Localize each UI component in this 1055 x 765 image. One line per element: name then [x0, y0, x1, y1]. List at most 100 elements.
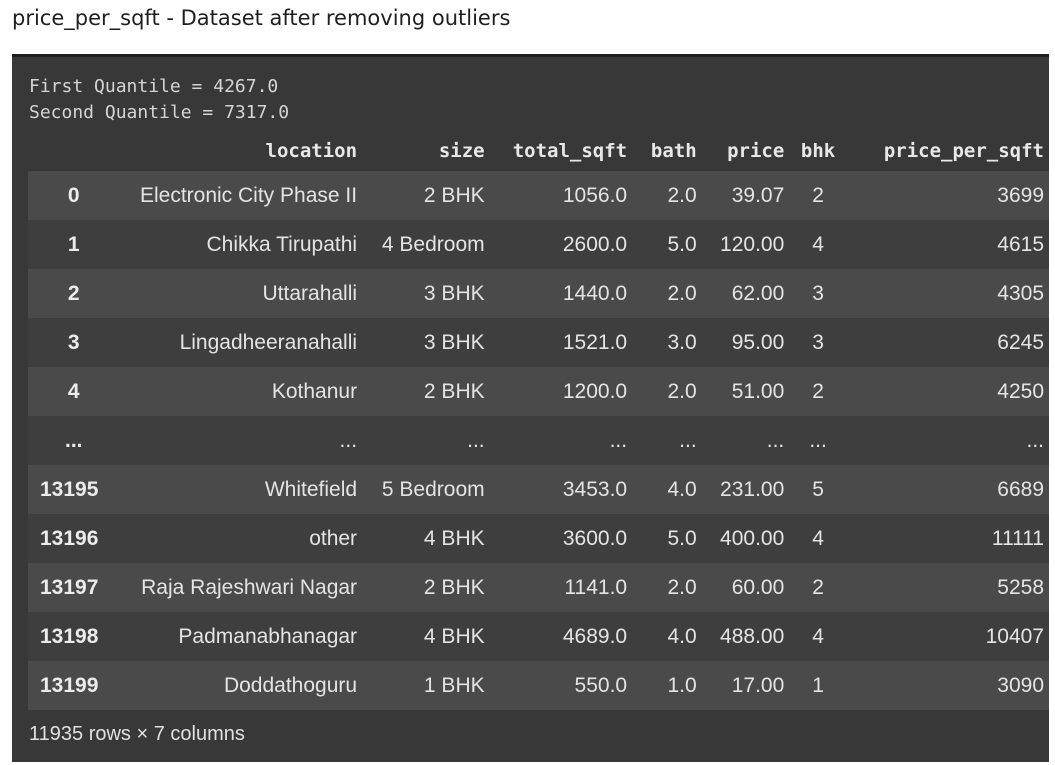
cell-price: 60.00: [731, 575, 785, 599]
cell-price-per-sqft: 4615: [997, 232, 1044, 256]
cell-size: 2 BHK: [423, 379, 485, 403]
cell-location: Padmanabhanagar: [178, 624, 358, 648]
header-location: location: [265, 139, 358, 162]
cell-bhk: 4: [812, 232, 824, 256]
cell-total-sqft: 2600.0: [562, 232, 628, 256]
header-row: location size total_sqft bath price bhk …: [28, 130, 1049, 171]
cell-bath: 1.0: [667, 673, 697, 697]
cell-price: 120.00: [720, 232, 785, 256]
header-size: size: [438, 139, 485, 162]
row-index: 13196: [40, 526, 99, 550]
table-row: 4 Kothanur 2 BHK 1200.0 2.0 51.00 2 4250: [28, 367, 1049, 416]
cell-bath: ...: [679, 428, 697, 452]
cell-size: 4 BHK: [423, 526, 485, 550]
cell-bhk: 3: [812, 281, 824, 305]
cell-bath: 2.0: [667, 281, 697, 305]
stdout-text: First Quantile = 4267.0 Second Quantile …: [29, 74, 289, 126]
cell-size: 3 BHK: [423, 330, 485, 354]
dataframe-table: location size total_sqft bath price bhk …: [28, 130, 1049, 710]
cell-bath: 2.0: [667, 575, 697, 599]
cell-price-per-sqft: 11111: [991, 526, 1044, 550]
cell-price-per-sqft: 4250: [997, 379, 1044, 403]
cell-size: 4 Bedroom: [381, 232, 485, 256]
row-index: 3: [67, 330, 80, 354]
cell-price-per-sqft: 5258: [997, 575, 1044, 599]
cell-location: Lingadheeranahalli: [179, 330, 358, 354]
cell-size: ...: [467, 428, 485, 452]
row-index: 1: [67, 232, 80, 256]
row-index: 4: [67, 379, 80, 403]
cell-price-per-sqft: 3699: [997, 183, 1044, 207]
header-total-sqft: total_sqft: [512, 139, 628, 162]
cell-size: 5 Bedroom: [381, 477, 485, 501]
cell-price: 39.07: [731, 183, 785, 207]
cell-location: ...: [339, 428, 358, 452]
cell-location: Electronic City Phase II: [139, 183, 358, 207]
cell-size: 2 BHK: [423, 183, 485, 207]
cell-bath: 5.0: [667, 232, 697, 256]
cell-price: 95.00: [731, 330, 785, 354]
page-title: price_per_sqft - Dataset after removing …: [12, 6, 511, 30]
cell-price: 400.00: [720, 526, 785, 550]
cell-output-panel: First Quantile = 4267.0 Second Quantile …: [12, 54, 1049, 762]
cell-bhk: 1: [812, 673, 824, 697]
cell-total-sqft: 3453.0: [562, 477, 628, 501]
cell-price: 51.00: [731, 379, 785, 403]
cell-total-sqft: 1141.0: [564, 575, 628, 599]
cell-bhk: ...: [809, 428, 827, 452]
cell-bhk: 2: [812, 183, 824, 207]
table-row: 13195 Whitefield 5 Bedroom 3453.0 4.0 231.00 5…: [28, 465, 1049, 514]
cell-location: Uttarahalli: [262, 281, 358, 305]
cell-location: Doddathoguru: [223, 673, 358, 697]
row-index: 13197: [40, 575, 99, 599]
cell-location: Chikka Tirupathi: [206, 232, 358, 256]
cell-bath: 2.0: [667, 183, 697, 207]
cell-total-sqft: 550.0: [574, 673, 628, 697]
table-header: location size total_sqft bath price bhk …: [28, 130, 1049, 171]
stdout-line: First Quantile = 4267.0: [29, 76, 279, 97]
cell-total-sqft: 1521.0: [562, 330, 628, 354]
cell-bhk: 4: [812, 526, 824, 550]
cell-location: Whitefield: [264, 477, 358, 501]
table-row: 13196 other 4 BHK 3600.0 5.0 400.00 4 11111: [28, 514, 1049, 563]
table-row: 3 Lingadheeranahalli 3 BHK 1521.0 3.0 95.00 3 6…: [28, 318, 1049, 367]
table-row: 1 Chikka Tirupathi 4 Bedroom 2600.0 5.0 120.0…: [28, 220, 1049, 269]
cell-bath: 5.0: [667, 526, 697, 550]
cell-price-per-sqft: ...: [1026, 428, 1044, 452]
cell-price-per-sqft: 6689: [997, 477, 1044, 501]
cell-bath: 4.0: [667, 624, 697, 648]
cell-total-sqft: 3600.0: [562, 526, 628, 550]
cell-total-sqft: ...: [609, 428, 628, 452]
cell-size: 2 BHK: [423, 575, 485, 599]
row-index: ...: [65, 428, 83, 452]
header-index: [28, 130, 120, 171]
header-price: price: [727, 139, 785, 162]
cell-price: 17.00: [731, 673, 785, 697]
cell-price-per-sqft: 4305: [997, 281, 1044, 305]
table-body: 0 Electronic City Phase II 2 BHK 1056.0 2.0 3…: [28, 171, 1049, 710]
cell-bhk: 2: [812, 379, 824, 403]
table-shape-label: 11935 rows × 7 columns: [29, 723, 245, 745]
cell-location: other: [309, 526, 358, 550]
table-row: 13198 Padmanabhanagar 4 BHK 4689.0 4.0 488.00…: [28, 612, 1049, 661]
cell-price-per-sqft: 6245: [997, 330, 1044, 354]
cell-total-sqft: 4689.0: [562, 624, 628, 648]
cell-total-sqft: 1056.0: [562, 183, 628, 207]
row-index: 2: [67, 281, 80, 305]
row-index: 13198: [40, 624, 99, 648]
cell-bhk: 2: [812, 575, 824, 599]
row-index: 13195: [40, 477, 99, 501]
cell-location: Kothanur: [271, 379, 358, 403]
cell-price-per-sqft: 3090: [997, 673, 1044, 697]
cell-total-sqft: 1200.0: [562, 379, 628, 403]
cell-bhk: 4: [812, 624, 824, 648]
row-index: 13199: [40, 673, 99, 697]
cell-bhk: 3: [812, 330, 824, 354]
cell-bath: 3.0: [667, 330, 697, 354]
table-row: ........................: [28, 416, 1049, 465]
cell-price: 488.00: [720, 624, 785, 648]
cell-size: 3 BHK: [423, 281, 485, 305]
table-row: 13199 Doddathoguru 1 BHK 550.0 1.0 17.00 1 3090: [28, 661, 1049, 710]
cell-size: 1 BHK: [423, 673, 485, 697]
header-bhk: bhk: [800, 139, 836, 162]
